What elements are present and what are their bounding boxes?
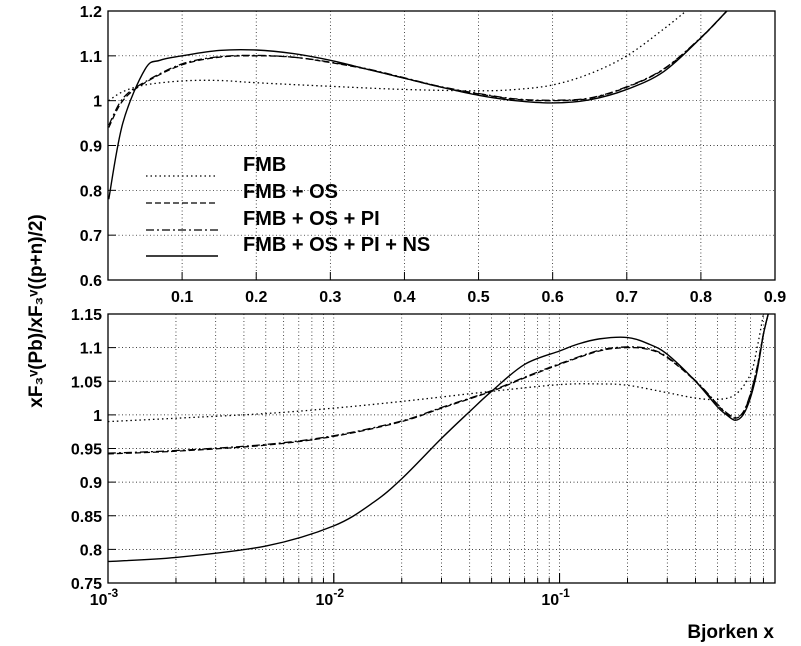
bottom-tick-marks [107, 313, 764, 584]
top-y-tick-label: 0.6 [80, 273, 102, 290]
top-y-tick-label: 1.2 [80, 4, 102, 21]
bottom-x-tick-label: 10-3 [90, 586, 119, 609]
top-x-tick-label: 0.3 [319, 289, 341, 306]
bottom-panel-log-x: 0.75 0.8 0.85 0.9 0.95 1 1.05 1.1 1.15 10-3 10-2 10… [71, 307, 776, 609]
bottom-series-fmb-os [108, 314, 769, 455]
bottom-y-tick-label: 1.05 [71, 374, 102, 391]
top-y-tick-label: 0.7 [80, 228, 102, 245]
bottom-x-tick-label: 10-1 [541, 586, 570, 609]
bottom-x-tick-label: 10-2 [316, 586, 345, 609]
top-series-fmb-os-pi [108, 11, 728, 126]
x-axis-title: Bjorken x [687, 622, 774, 643]
top-series-fmb-os-pi-ns [108, 11, 728, 200]
y-axis-title: xF₃ᵛ(Pb)/xF₃ᵛ((p+n)/2) [26, 214, 47, 407]
bottom-y-tick-label: 0.95 [71, 442, 102, 459]
top-x-tick-label: 0.6 [542, 289, 564, 306]
top-x-tick-label: 0.8 [690, 289, 712, 306]
top-series-group [108, 11, 728, 200]
top-y-tick-label: 0.8 [80, 183, 102, 200]
top-x-tick-label: 0.1 [171, 289, 193, 306]
top-grid [108, 11, 775, 280]
top-y-tick-label: 1 [93, 94, 102, 111]
bottom-y-tick-label: 0.8 [80, 542, 102, 559]
legend-label-fmb-os-pi: FMB + OS + PI [243, 208, 380, 230]
top-x-tick-label: 0.5 [467, 289, 489, 306]
legend-label-fmb-os-pi-ns: FMB + OS + PI + NS [243, 234, 430, 256]
top-x-tick-label: 0.9 [764, 289, 786, 306]
bottom-series-fmb [108, 314, 765, 423]
bottom-y-tick-label: 0.9 [80, 475, 102, 492]
top-tick-labels: 0.6 0.7 0.8 0.9 1 1.1 1.2 0.1 0.2 0.3 0.4 0.5 0.6 0.7… [80, 4, 786, 306]
legend-label-fmb-os: FMB + OS [243, 181, 338, 203]
bottom-grid [108, 314, 775, 583]
bottom-series-fmb-os-pi [108, 314, 769, 454]
top-series-fmb [108, 11, 687, 102]
top-tick-marks [108, 10, 776, 281]
bottom-series-fmb-os-pi-ns [108, 314, 769, 563]
bottom-series-group [108, 314, 769, 563]
bottom-y-tick-label: 1 [93, 408, 102, 425]
top-y-tick-label: 1.1 [80, 49, 102, 66]
top-x-tick-label: 0.4 [393, 289, 415, 306]
bottom-y-tick-label: 1.1 [80, 341, 102, 358]
top-x-tick-label: 0.7 [616, 289, 638, 306]
legend: FMB FMB + OS FMB + OS + PI FMB + OS + PI + … [146, 154, 430, 257]
legend-label-fmb: FMB [243, 154, 286, 176]
top-panel-linear-x: 0.6 0.7 0.8 0.9 1 1.1 1.2 0.1 0.2 0.3 0.4 0.5 0.6 0.7… [80, 4, 786, 306]
bottom-tick-labels: 0.75 0.8 0.85 0.9 0.95 1 1.05 1.1 1.15 10-3 10-2 10… [71, 307, 570, 609]
bottom-y-tick-label: 0.75 [71, 576, 102, 593]
bottom-y-tick-label: 0.85 [71, 509, 102, 526]
top-y-tick-label: 0.9 [80, 139, 102, 156]
top-x-tick-label: 0.2 [245, 289, 267, 306]
top-series-fmb-os [108, 11, 728, 128]
bottom-y-tick-label: 1.15 [71, 307, 102, 324]
